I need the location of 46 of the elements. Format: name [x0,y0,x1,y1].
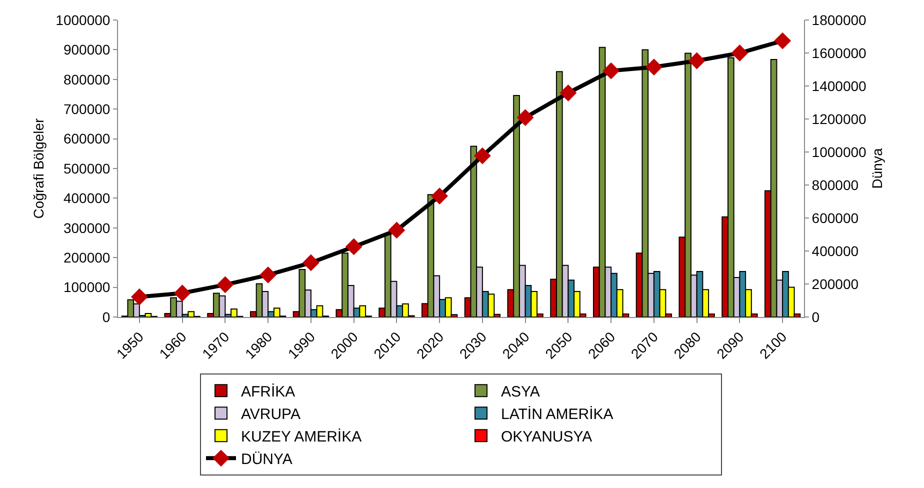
y-axis-title: Coğrafi Bölgeler [30,118,46,219]
legend-label: AFRİKA [241,382,296,401]
y2-tick-label: 800000 [812,176,859,193]
point [731,44,748,62]
point [345,238,362,256]
point [174,284,191,302]
y2-tick-label: 1000000 [812,144,867,160]
legend-label: DÜNYA [241,451,292,468]
y2-axis-title: Dünya [868,148,885,189]
y-tick-label: 700000 [63,101,110,117]
y-tick-label: 300000 [63,220,110,236]
y2-tick-label: 0 [812,308,820,325]
y2-tick-label: 1600000 [812,44,867,61]
point [688,52,706,70]
legend-label: OKYANUSYA [501,428,592,446]
y-tick-label: 900000 [63,42,110,58]
point [645,58,662,76]
y-tick-label: 800000 [63,71,110,88]
point [474,147,491,164]
y2-tick-label: 1800000 [812,12,867,28]
legend-label: ASYA [501,384,540,401]
y-tick-label: 1000000 [56,12,110,28]
y2-tick-label: 1400000 [812,78,867,94]
point [516,109,534,126]
legend-label: LATİN AMERİKA [501,405,614,424]
y2-tick-label: 200000 [812,276,859,292]
point [431,188,448,205]
y-tick-label: 200000 [63,250,110,266]
point [302,254,320,272]
y-tick-label: 500000 [63,160,110,176]
point [560,84,577,102]
point [260,266,277,284]
y2-tick-label: 400000 [812,242,859,259]
point [130,288,148,306]
point [774,32,792,50]
y2-tick-label: 600000 [812,210,859,226]
y-tick-label: 600000 [63,130,110,147]
point [388,222,406,239]
point [602,62,620,80]
legend-label: AVRUPA [241,406,300,424]
y-tick-label: 0 [102,308,110,325]
y-tick-label: 400000 [63,190,110,206]
point [216,276,234,294]
y2-tick-label: 1200000 [812,110,867,127]
legend-label: KUZEY AMERİKA [241,428,362,446]
y-tick-label: 100000 [63,279,110,296]
